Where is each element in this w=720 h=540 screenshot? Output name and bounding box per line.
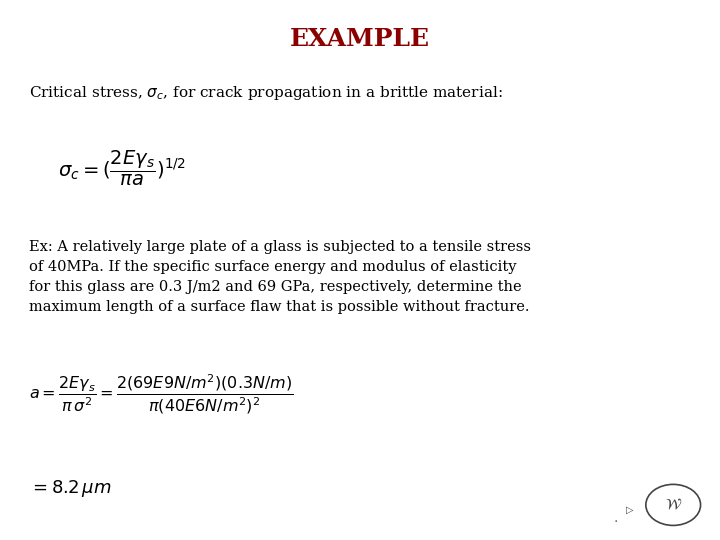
Text: $\mathcal{W}$: $\mathcal{W}$	[665, 497, 682, 512]
Text: $= 8.2\,\mu m$: $= 8.2\,\mu m$	[29, 478, 111, 499]
Text: $\sigma_c = (\dfrac{2 E \gamma_s}{\pi a})^{1/2}$: $\sigma_c = (\dfrac{2 E \gamma_s}{\pi a}…	[58, 148, 186, 187]
Text: $\mathbf{\triangleright}$: $\mathbf{\triangleright}$	[625, 504, 635, 516]
Text: Ex: A relatively large plate of a glass is subjected to a tensile stress
of 40MP: Ex: A relatively large plate of a glass …	[29, 240, 531, 314]
Text: $a = \dfrac{2E\gamma_s}{\pi\,\sigma^2} = \dfrac{2(69E9N/m^2)(0.3N/m)}{\pi(40E6N/: $a = \dfrac{2E\gamma_s}{\pi\,\sigma^2} =…	[29, 373, 293, 416]
Text: .: .	[613, 511, 618, 525]
Text: Critical stress, $\sigma_c$, for crack propagation in a brittle material:: Critical stress, $\sigma_c$, for crack p…	[29, 84, 503, 102]
Text: EXAMPLE: EXAMPLE	[290, 27, 430, 51]
